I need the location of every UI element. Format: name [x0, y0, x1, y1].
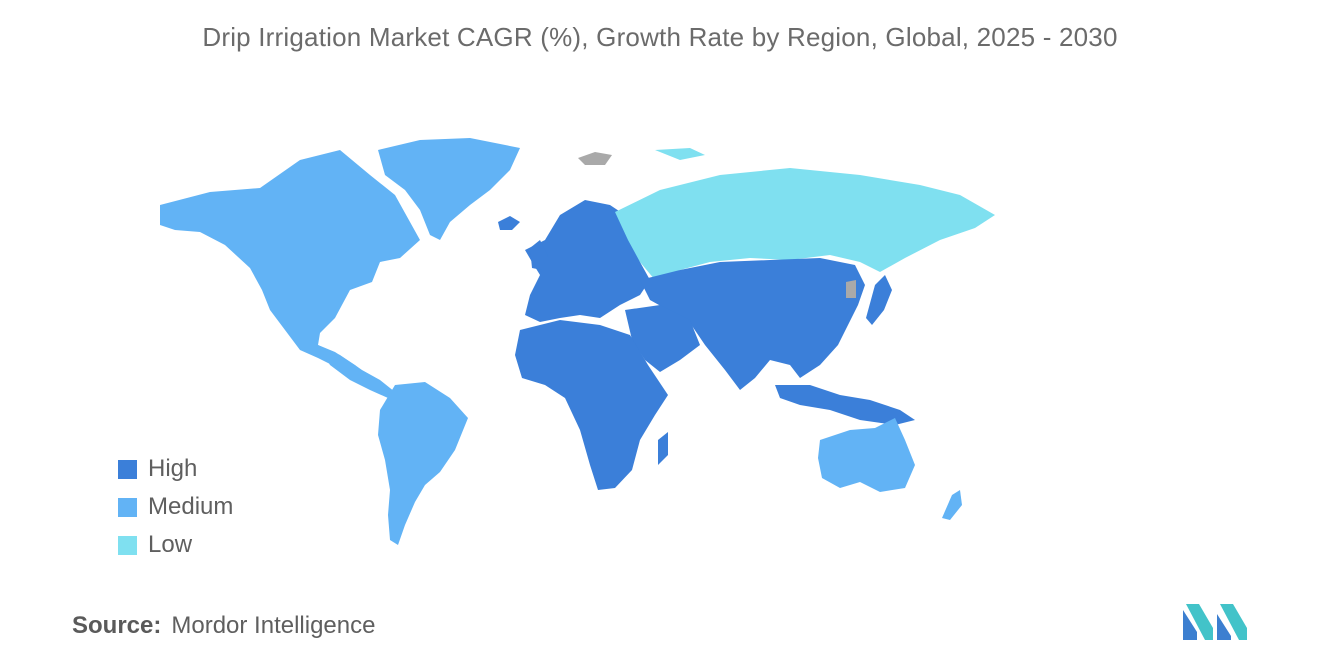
- region-asia: [640, 258, 865, 390]
- legend-label-high: High: [148, 455, 198, 482]
- source-value: Mordor Intelligence: [171, 612, 376, 639]
- region-middle-east: [625, 305, 700, 372]
- source-label: Source:: [72, 612, 162, 639]
- region-south-america: [378, 382, 468, 545]
- region-north-america: [160, 150, 420, 383]
- legend-swatch-low: [118, 535, 137, 555]
- mordor-intelligence-logo: [1183, 604, 1247, 640]
- legend-swatch-medium: [118, 497, 137, 517]
- region-svalbard: [578, 152, 612, 165]
- source-line: Source: Mordor Intelligence: [72, 612, 375, 640]
- legend-label-medium: Medium: [148, 493, 234, 520]
- legend-item-low: Low: [118, 526, 233, 564]
- region-uk: [530, 240, 548, 270]
- region-korea: [846, 280, 856, 298]
- region-new-zealand: [942, 490, 962, 520]
- region-japan: [866, 275, 892, 325]
- region-madagascar: [658, 432, 668, 465]
- region-russia: [615, 168, 995, 280]
- region-greenland: [378, 138, 520, 240]
- region-arctic-russia: [655, 148, 705, 160]
- legend-label-low: Low: [148, 531, 193, 558]
- legend: High Medium Low: [118, 450, 233, 564]
- region-africa: [515, 320, 668, 490]
- region-europe: [525, 200, 650, 322]
- legend-item-medium: Medium: [118, 488, 233, 526]
- legend-swatch-high: [118, 459, 137, 479]
- region-central-america: [318, 345, 395, 398]
- legend-item-high: High: [118, 450, 233, 488]
- region-iceland: [498, 216, 520, 230]
- region-australia: [818, 418, 915, 492]
- region-southeast-asia: [775, 385, 915, 425]
- chart-title: Drip Irrigation Market CAGR (%), Growth …: [202, 22, 1118, 52]
